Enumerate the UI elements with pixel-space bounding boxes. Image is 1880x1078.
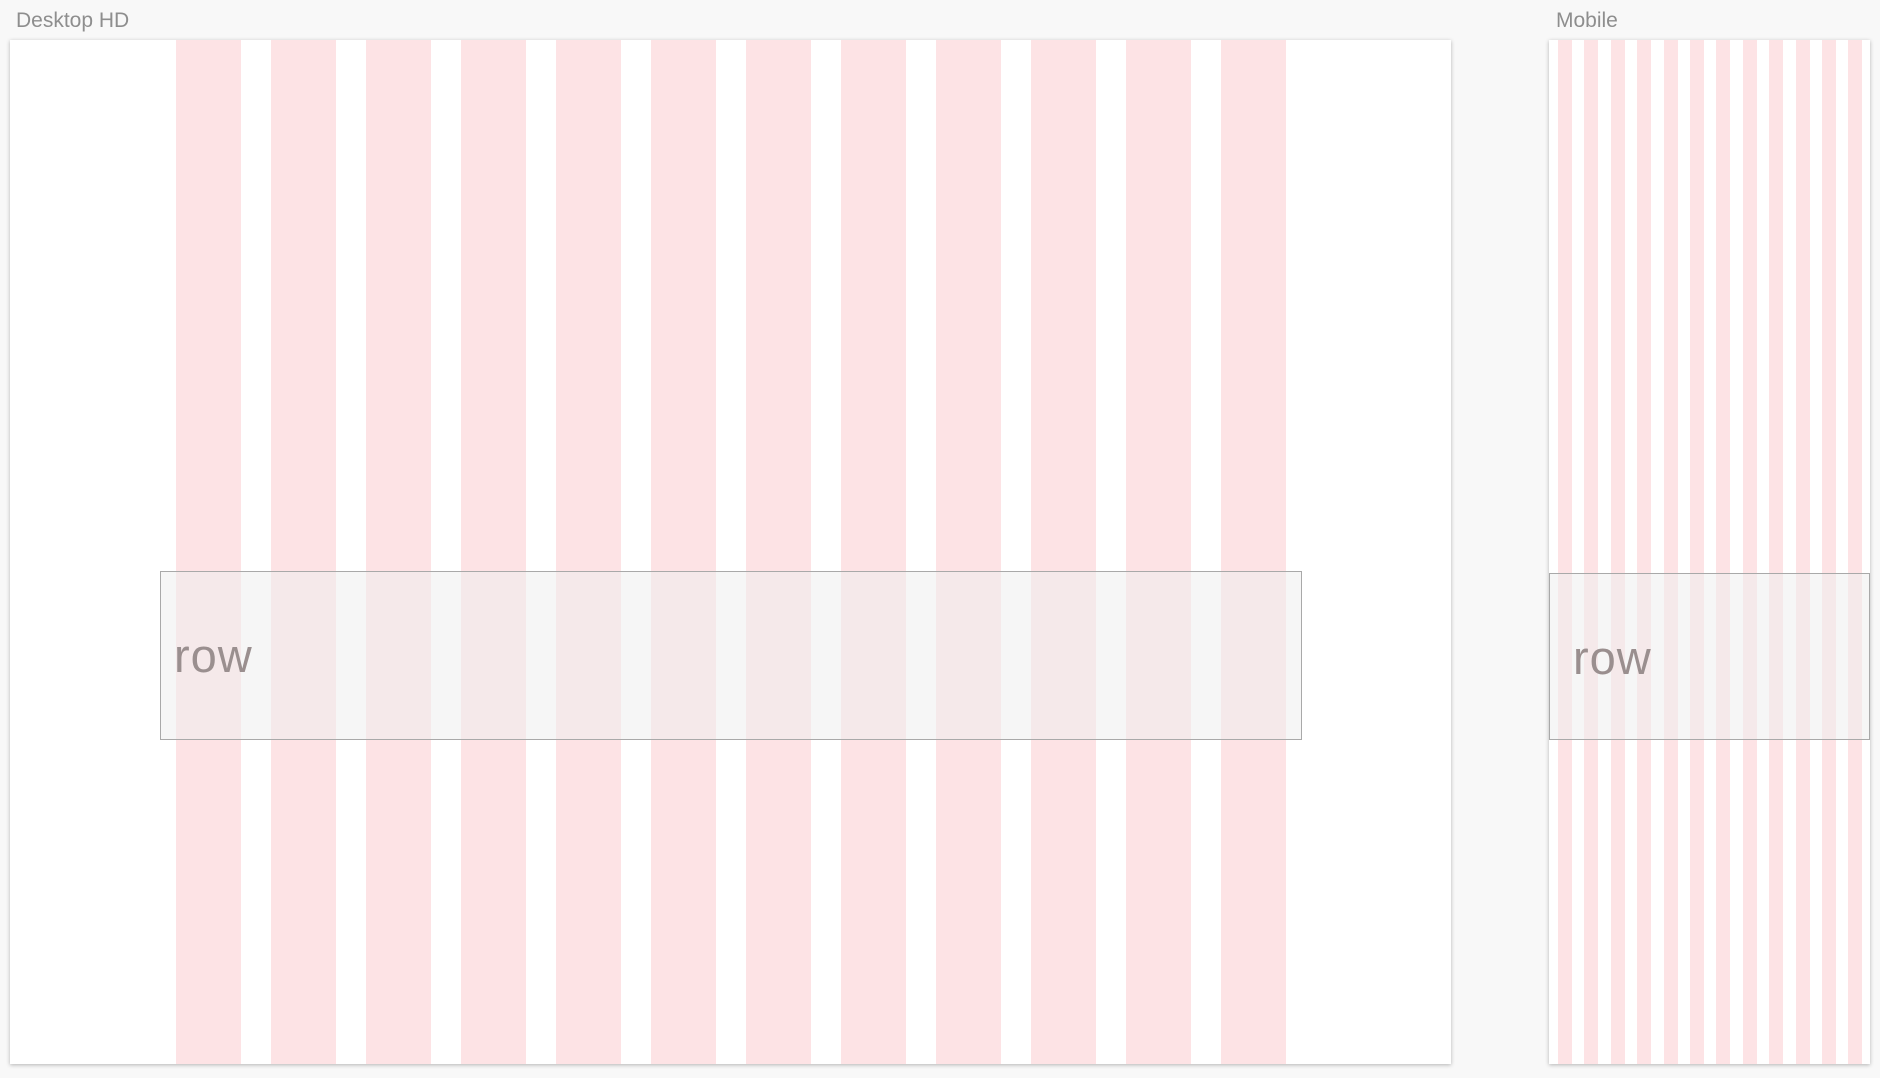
desktop-grid-column [841, 40, 906, 1064]
mobile-grid-column [1848, 40, 1863, 1064]
mobile-artboard[interactable]: row [1549, 40, 1870, 1064]
desktop-grid-column [1126, 40, 1191, 1064]
mobile-grid-column [1742, 40, 1757, 1064]
mobile-row-label: row [1573, 631, 1652, 684]
desktop-row-label: row [174, 629, 253, 682]
mobile-grid-column [1584, 40, 1599, 1064]
desktop-row-box[interactable]: row [160, 571, 1302, 740]
desktop-grid-column [746, 40, 811, 1064]
desktop-grid-column [366, 40, 431, 1064]
mobile-grid-column [1690, 40, 1704, 1064]
desktop-artboard[interactable]: row [10, 40, 1451, 1064]
desktop-grid-column [1221, 40, 1286, 1064]
desktop-grid-column [936, 40, 1001, 1064]
mobile-artboard-title[interactable]: Mobile [1556, 9, 1618, 32]
mobile-grid-column [1769, 40, 1784, 1064]
desktop-grid-column [556, 40, 621, 1064]
mobile-grid-column [1716, 40, 1731, 1064]
mobile-grid-column [1610, 40, 1625, 1064]
mobile-row-box[interactable]: row [1549, 573, 1870, 740]
mobile-grid-column [1795, 40, 1810, 1064]
mobile-grid-column [1663, 40, 1678, 1064]
mobile-grid-column [1822, 40, 1836, 1064]
mobile-grid-column [1637, 40, 1652, 1064]
desktop-grid-column [1031, 40, 1096, 1064]
desktop-grid-column [271, 40, 336, 1064]
desktop-grid-column [461, 40, 526, 1064]
desktop-grid-column [176, 40, 241, 1064]
mobile-grid-column [1558, 40, 1572, 1064]
desktop-grid-column [651, 40, 716, 1064]
desktop-artboard-title[interactable]: Desktop HD [16, 9, 130, 32]
